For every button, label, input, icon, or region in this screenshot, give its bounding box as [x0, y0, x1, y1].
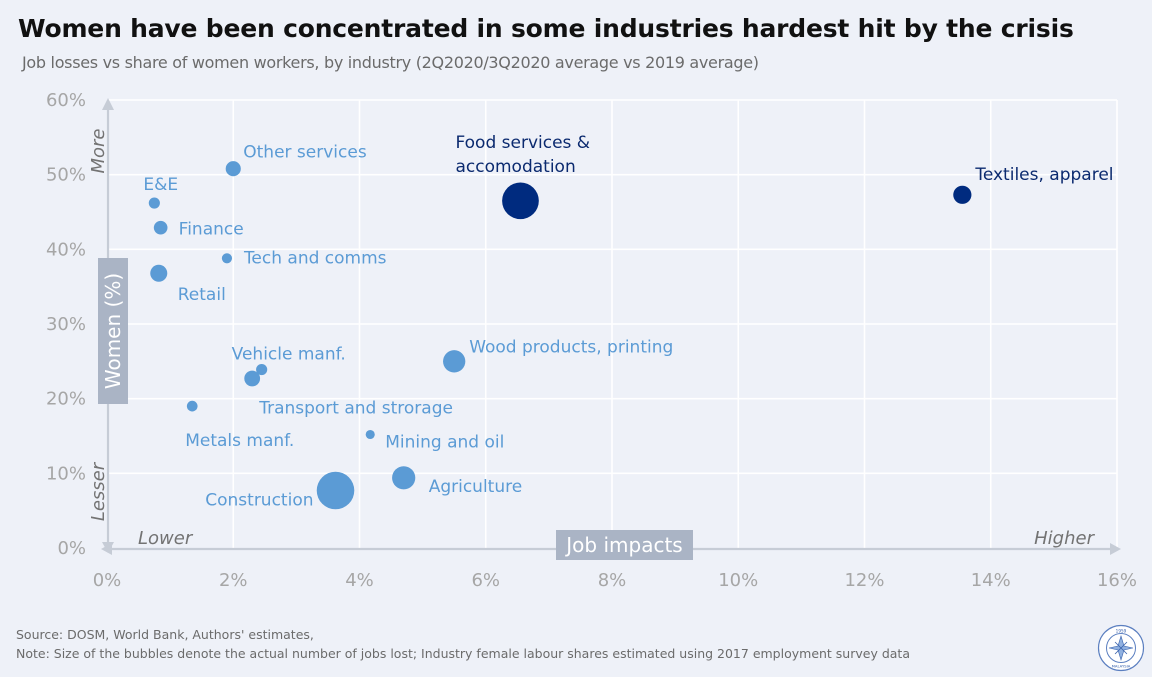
bubble-finance: [153, 220, 168, 235]
axes: Lower Higher Lesser More Job impacts Women (%…: [88, 98, 1121, 560]
bubble-food-services-accomodation: [502, 182, 539, 220]
point-label-transport-and-strorage: Transport and strorage: [258, 399, 453, 419]
bubble-tech-and-comms: [221, 253, 233, 264]
x-tick-label: 2%: [219, 570, 248, 591]
point-label-construction: Construction: [205, 491, 313, 511]
bubble-mining-and-oil: [365, 429, 375, 440]
x-axis-arrowhead-left: [101, 543, 112, 555]
y-tick-label: 40%: [46, 239, 86, 260]
y-axis-title-box: [98, 258, 128, 404]
point-label-agriculture: Agriculture: [429, 477, 523, 497]
bubble-retail: [150, 264, 168, 282]
x-tick-label: 16%: [1097, 570, 1137, 591]
y-tick-label: 10%: [46, 463, 86, 484]
x-tick-label: 6%: [471, 570, 500, 591]
y-tick-label: 60%: [46, 90, 86, 111]
point-label-tech-and-comms: Tech and comms: [243, 248, 387, 268]
bubble-wood-products-printing: [443, 350, 466, 373]
point-label-mining-and-oil: Mining and oil: [385, 433, 504, 453]
point-label-food-services-accomodation-line: accomodation: [455, 157, 575, 177]
point-label-finance: Finance: [179, 220, 244, 240]
y-tick-labels: 0% 10% 20% 30% 40% 50% 60%: [46, 90, 86, 559]
logo-year: 1959: [1116, 628, 1127, 633]
x-tick-label: 12%: [844, 570, 884, 591]
x-axis-arrowhead-right: [1110, 543, 1121, 555]
bubble-chart: 0% 10% 20% 30% 40% 50% 60% 0% 2% 4% 6% 8% 10% 12% 14%…: [46, 90, 1137, 591]
x-tick-label: 10%: [718, 570, 758, 591]
point-labels: Other services E&E Finance Tech and comms Re…: [143, 133, 1113, 511]
chart-title: Women have been concentrated in some ind…: [18, 14, 1074, 43]
x-low-label: Lower: [138, 528, 194, 549]
y-high-label: More: [88, 128, 109, 173]
bubble-vehicle-manf-: [256, 363, 268, 376]
y-tick-label: 50%: [46, 165, 86, 186]
bubbles: [148, 161, 972, 510]
bubble-e-e: [148, 197, 160, 209]
x-high-label: Higher: [1034, 528, 1095, 549]
source-note: Source: DOSM, World Bank, Authors' estim…: [16, 627, 314, 642]
grid-lines: [107, 99, 1118, 548]
point-label-retail: Retail: [178, 285, 226, 305]
bubble-agriculture: [392, 466, 416, 490]
y-axis-title: Women (%): [101, 273, 125, 389]
logo-country: MALAYSIA: [1112, 664, 1131, 669]
bubble-other-services: [225, 161, 241, 177]
point-label-food-services-accomodation-line: Food services &: [455, 133, 590, 153]
chart-subtitle: Job losses vs share of women workers, by…: [22, 53, 759, 72]
seal-logo-icon: 1959 MALAYSIA: [1097, 624, 1145, 672]
point-label-wood-products-printing: Wood products, printing: [469, 337, 673, 357]
bubble-textiles-apparel: [953, 185, 972, 204]
point-label-metals-manf-: Metals manf.: [185, 431, 294, 451]
x-tick-labels: 0% 2% 4% 6% 8% 10% 12% 14% 16%: [93, 570, 1137, 591]
x-tick-label: 4%: [345, 570, 374, 591]
x-tick-label: 14%: [971, 570, 1011, 591]
footnote: Note: Size of the bubbles denote the act…: [16, 646, 910, 661]
bubble-transport-and-strorage: [244, 370, 261, 387]
y-tick-label: 0%: [57, 538, 86, 559]
x-tick-label: 8%: [598, 570, 627, 591]
point-label-food-services-accomodation: Food services & accomodation: [455, 133, 590, 177]
y-tick-label: 30%: [46, 314, 86, 335]
point-label-textiles-apparel: Textiles, apparel: [974, 165, 1113, 185]
x-axis-title: Job impacts: [564, 533, 682, 557]
y-low-label: Lesser: [88, 461, 109, 521]
x-axis-title-box: [556, 530, 693, 560]
bubble-metals-manf-: [186, 400, 198, 412]
y-tick-label: 20%: [46, 389, 86, 410]
point-label-e-e: E&E: [143, 175, 178, 195]
point-label-vehicle-manf-: Vehicle manf.: [232, 345, 346, 365]
point-label-other-services: Other services: [243, 143, 367, 163]
bubble-construction: [316, 471, 355, 510]
x-tick-label: 0%: [93, 570, 122, 591]
y-axis-arrowhead-up: [102, 98, 114, 110]
